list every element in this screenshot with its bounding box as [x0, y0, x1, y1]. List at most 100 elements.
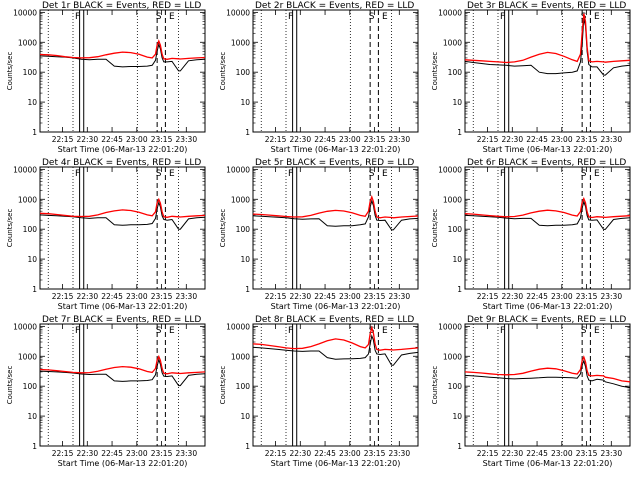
x-tick-label: 22:15: [477, 449, 499, 458]
y-tick-label: 1: [245, 442, 250, 451]
x-tick-label: 22:45: [101, 449, 123, 458]
plot-frame: [464, 9, 631, 133]
series-line-events: [252, 334, 419, 366]
panel-title: Det 4r BLACK = Events, RED = LLD: [42, 158, 201, 168]
y-tick-label: 1: [32, 285, 37, 294]
y-tick-label: 100: [448, 68, 463, 77]
x-tick-label: 22:45: [526, 292, 548, 301]
x-tick-label: 22:30: [501, 449, 523, 458]
x-tick-label: 23:15: [364, 292, 386, 301]
y-tick-label: 10: [452, 255, 462, 264]
y-tick-label: 100: [448, 225, 463, 234]
x-tick-label: 23:15: [151, 135, 173, 144]
series-line-lld: [39, 39, 206, 60]
y-axis-label: Counts/sec: [6, 366, 14, 405]
x-tick-label: 22:45: [526, 135, 548, 144]
panel-title: Det 8r BLACK = Events, RED = LLD: [255, 315, 414, 325]
flag-label-f: F: [288, 12, 293, 22]
x-axis-label: Start Time (06-Mar-13 22:01:20): [58, 145, 188, 154]
x-tick-label: 23:15: [151, 449, 173, 458]
y-tick-label: 1000: [231, 352, 250, 361]
x-tick-label: 23:30: [175, 449, 197, 458]
x-tick-label: 23:00: [339, 292, 361, 301]
y-axis-label: Counts/sec: [431, 52, 439, 91]
x-axis-label: Start Time (06-Mar-13 22:01:20): [483, 302, 613, 311]
y-tick-label: 10000: [438, 322, 462, 331]
y-tick-label: 10000: [226, 322, 250, 331]
x-tick-label: 22:30: [501, 292, 523, 301]
series-line-events: [464, 359, 631, 389]
flag-label-f: F: [288, 326, 293, 336]
flag-label-s: S: [369, 326, 375, 336]
panel-title: Det 7r BLACK = Events, RED = LLD: [42, 315, 201, 325]
y-tick-label: 10000: [13, 8, 37, 17]
y-tick-label: 100: [236, 382, 251, 391]
y-tick-label: 1000: [443, 195, 462, 204]
flag-label-f: F: [75, 12, 80, 22]
panel-title: Det 1r BLACK = Events, RED = LLD: [42, 1, 201, 11]
x-tick-label: 23:00: [551, 292, 573, 301]
flag-label-f: F: [500, 169, 505, 179]
series-line-lld: [39, 197, 206, 218]
x-tick-label: 23:30: [388, 135, 410, 144]
y-tick-label: 100: [236, 225, 251, 234]
flag-label-f: F: [500, 12, 505, 22]
series-line-lld: [464, 196, 631, 219]
y-axis-label: Counts/sec: [6, 209, 14, 248]
y-axis-label: Counts/sec: [219, 366, 227, 405]
x-tick-label: 23:00: [339, 449, 361, 458]
flag-label-e: E: [169, 326, 175, 336]
x-tick-label: 23:30: [175, 292, 197, 301]
x-tick-label: 23:30: [600, 292, 622, 301]
x-tick-label: 23:15: [576, 292, 598, 301]
flag-label-s: S: [156, 169, 162, 179]
y-tick-label: 1: [457, 442, 462, 451]
x-tick-label: 23:30: [388, 292, 410, 301]
x-axis-label: Start Time (06-Mar-13 22:01:20): [483, 145, 613, 154]
x-tick-label: 22:30: [289, 292, 311, 301]
series-line-lld: [464, 13, 631, 64]
y-tick-label: 1000: [231, 38, 250, 47]
y-axis-label: Counts/sec: [219, 52, 227, 91]
y-tick-label: 10: [240, 412, 250, 421]
y-tick-label: 100: [236, 68, 251, 77]
flag-label-e: E: [382, 169, 388, 179]
x-tick-label: 23:15: [576, 449, 598, 458]
flag-label-s: S: [581, 169, 587, 179]
y-tick-label: 1000: [18, 38, 37, 47]
x-tick-label: 23:00: [551, 449, 573, 458]
y-tick-label: 10000: [438, 165, 462, 174]
x-tick-label: 22:15: [52, 135, 74, 144]
x-tick-label: 22:15: [265, 135, 287, 144]
flag-label-f: F: [500, 326, 505, 336]
x-tick-label: 22:15: [477, 135, 499, 144]
series-line-events: [39, 358, 206, 387]
x-tick-label: 22:15: [52, 292, 74, 301]
x-tick-label: 22:45: [101, 292, 123, 301]
y-tick-label: 1: [245, 285, 250, 294]
panel-title: Det 2r BLACK = Events, RED = LLD: [255, 1, 414, 11]
y-tick-label: 10: [452, 98, 462, 107]
flag-label-s: S: [156, 12, 162, 22]
x-tick-label: 23:15: [364, 449, 386, 458]
y-tick-label: 100: [448, 382, 463, 391]
y-tick-label: 1000: [443, 38, 462, 47]
flag-label-f: F: [75, 169, 80, 179]
y-tick-label: 1000: [18, 195, 37, 204]
y-tick-label: 10: [452, 412, 462, 421]
plot-frame: [252, 323, 419, 447]
flag-label-e: E: [382, 12, 388, 22]
plot-frame: [39, 9, 206, 133]
x-axis-label: Start Time (06-Mar-13 22:01:20): [271, 145, 401, 154]
flag-label-e: E: [169, 169, 175, 179]
x-tick-label: 22:15: [477, 292, 499, 301]
x-axis-label: Start Time (06-Mar-13 22:01:20): [271, 302, 401, 311]
plot-frame: [464, 323, 631, 447]
flag-label-f: F: [288, 169, 293, 179]
